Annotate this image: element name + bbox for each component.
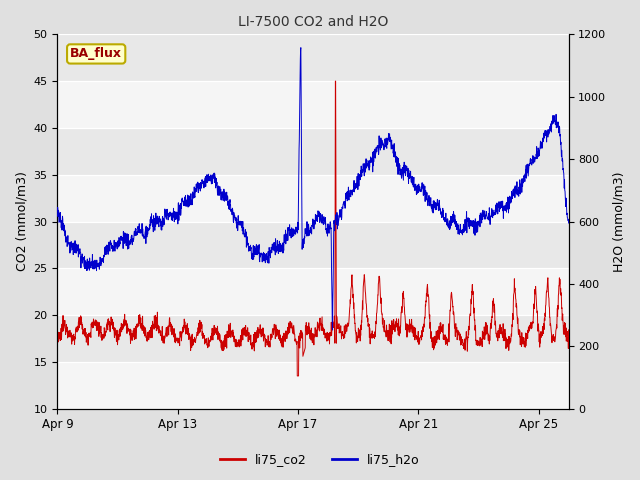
Bar [58,315,568,362]
li75_h2o [79,255,87,261]
li75_co2 [332,78,339,84]
Bar [58,221,568,268]
li75_h2o [550,113,558,119]
li75_h2o [329,327,337,333]
Y-axis label: H2O (mmol/m3): H2O (mmol/m3) [612,171,625,272]
li75_co2 [79,327,87,333]
Bar [58,362,568,408]
li75_co2 [54,338,61,344]
li75_co2 [456,331,464,337]
li75_co2 [293,373,301,379]
Bar [58,175,568,221]
Bar [58,35,568,81]
li75_h2o [297,45,305,50]
Bar [58,268,568,315]
Line: li75_co2: li75_co2 [58,81,568,376]
li75_h2o [456,221,464,227]
li75_co2 [564,327,572,333]
Y-axis label: CO2 (mmol/m3): CO2 (mmol/m3) [15,171,28,272]
Bar [58,81,568,128]
li75_h2o [289,228,296,233]
li75_co2 [289,328,296,334]
li75_co2 [302,320,310,325]
li75_co2 [550,334,558,339]
li75_h2o [302,227,310,232]
li75_h2o [54,213,61,219]
Legend: li75_co2, li75_h2o: li75_co2, li75_h2o [215,448,425,471]
li75_h2o [550,116,558,122]
Line: li75_h2o: li75_h2o [58,48,568,330]
Title: LI-7500 CO2 and H2O: LI-7500 CO2 and H2O [238,15,388,29]
li75_h2o [564,220,572,226]
Text: BA_flux: BA_flux [70,48,122,60]
Bar [58,128,568,175]
li75_co2 [550,336,558,342]
